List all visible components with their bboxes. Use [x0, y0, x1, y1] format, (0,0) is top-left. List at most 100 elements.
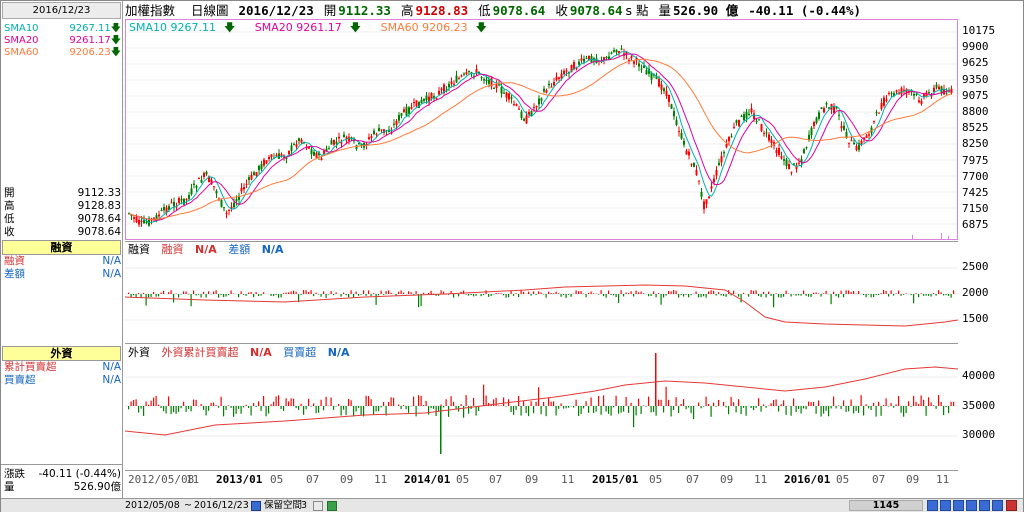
foreign-bar: [713, 402, 715, 406]
y-tick-label: 9075: [962, 88, 989, 102]
candle-body: [543, 88, 545, 92]
margin-bar: [490, 294, 492, 297]
margin-bar: [420, 294, 422, 307]
candle-body: [260, 163, 263, 170]
candle-body: [550, 86, 553, 88]
foreign-bar: [310, 406, 312, 407]
low-label: 低: [478, 3, 491, 18]
margin-bar: [198, 294, 200, 295]
margin-bar: [360, 294, 362, 295]
margin-bar: [900, 294, 902, 296]
open-value: 9112.33: [338, 3, 391, 18]
candle-body: [378, 128, 380, 132]
candle-body: [335, 141, 338, 144]
margin-chart-panel[interactable]: 融資 融資 N/A 差額 N/A: [125, 241, 958, 344]
foreign-title: 外資: [128, 346, 150, 359]
candle-body: [770, 139, 773, 144]
settings-icon[interactable]: [992, 500, 1003, 511]
scroll-end-icon[interactable]: [979, 500, 990, 511]
margin-bar: [275, 294, 277, 295]
foreign-bar: [598, 396, 600, 406]
margin-bar: [940, 292, 942, 294]
foreign-bar: [205, 406, 207, 416]
foreign-bar: [390, 397, 392, 406]
price-chart-panel[interactable]: SMA10 9267.11 🡇 SMA20 9261.17 🡇 SMA60 9206…: [125, 19, 958, 240]
space-label: 保留空間: [264, 500, 303, 511]
foreign-bar: [818, 400, 820, 406]
foreign-bar: [288, 401, 290, 406]
candle-body: [698, 180, 700, 182]
foreign-bar: [920, 395, 922, 406]
scroll-position[interactable]: 1145: [849, 500, 923, 511]
foreign-bar: [140, 406, 142, 409]
margin-bar: [228, 294, 230, 296]
foreign-bar: [710, 406, 712, 417]
zoom-in-icon[interactable]: [940, 500, 951, 511]
margin-bar: [385, 291, 387, 294]
candle-body: [230, 206, 233, 209]
margin-bar: [633, 294, 635, 297]
foreign-bar: [670, 406, 672, 417]
change-value: -40.11 (-0.44%): [748, 3, 862, 18]
margin-bar: [848, 290, 850, 294]
close-icon[interactable]: [1006, 500, 1017, 511]
margin-y-axis: 2500 2000 1500: [958, 241, 1022, 344]
foreign-bar: [365, 395, 367, 406]
candle-body: [313, 151, 315, 156]
info-low: 低 9078.64: [4, 213, 121, 225]
foreign-chart-panel[interactable]: 外資 外資累計買賣超 N/A 買賣超 N/A: [125, 345, 958, 470]
candle-body: [900, 88, 903, 95]
candle-body: [530, 111, 533, 116]
foreign-bar: [540, 406, 542, 415]
margin-bar: [615, 294, 617, 298]
margin-bar: [423, 292, 425, 294]
candle-body: [495, 83, 498, 89]
candle-body: [365, 143, 368, 146]
refresh-icon[interactable]: [327, 501, 337, 511]
foreign-bar: [688, 406, 690, 408]
range-start[interactable]: 2012/05/08: [125, 500, 180, 511]
margin-bar: [248, 292, 250, 294]
margin-bar: [875, 294, 877, 296]
spinner-icon[interactable]: [313, 501, 323, 511]
calendar-icon[interactable]: [251, 501, 261, 511]
foreign-bar: [338, 403, 340, 406]
scroll-left-icon[interactable]: [953, 500, 964, 511]
foreign-bar: [158, 404, 160, 406]
margin-bar: [670, 291, 672, 294]
margin-bar: [913, 294, 915, 304]
candle-body: [670, 104, 673, 109]
margin-bar: [398, 291, 400, 294]
legend-margin-diff: 差額 N/A: [228, 243, 284, 256]
margin-bar: [540, 292, 542, 294]
zoom-out-icon[interactable]: [927, 500, 938, 511]
candle-body: [195, 185, 198, 188]
status-bar: 2012/05/08 ~ 2016/12/23 保留空間 3 1145: [1, 498, 1023, 512]
margin-bar: [858, 291, 860, 294]
foreign-bar: [478, 406, 480, 411]
margin-bar: [650, 294, 652, 296]
margin-bar: [845, 290, 847, 294]
candle-body: [795, 165, 798, 169]
margin-bar: [920, 293, 922, 294]
candle-body: [740, 116, 743, 118]
foreign-bar: [385, 406, 387, 416]
scroll-right-icon[interactable]: [966, 500, 977, 511]
candle-body: [200, 179, 203, 183]
candle-body: [753, 113, 755, 120]
candle-body: [400, 113, 403, 116]
range-end[interactable]: 2016/12/23: [194, 500, 249, 511]
margin-bar: [328, 294, 330, 295]
candle-body: [190, 188, 193, 195]
date-x-axis: 2012/05/08 11 2013/01 05 07 09 11 2014/01 05 07 09…: [125, 470, 958, 487]
margin-bar: [705, 294, 707, 298]
margin-bar: [660, 294, 662, 305]
foreign-bar: [760, 406, 762, 412]
foreign-bar: [805, 406, 807, 410]
candle-body: [285, 157, 288, 159]
candle-body: [223, 207, 225, 209]
margin-bar: [928, 294, 930, 296]
margin-bar: [655, 294, 657, 298]
candle-body: [408, 107, 410, 114]
space-value[interactable]: 3: [301, 500, 308, 511]
